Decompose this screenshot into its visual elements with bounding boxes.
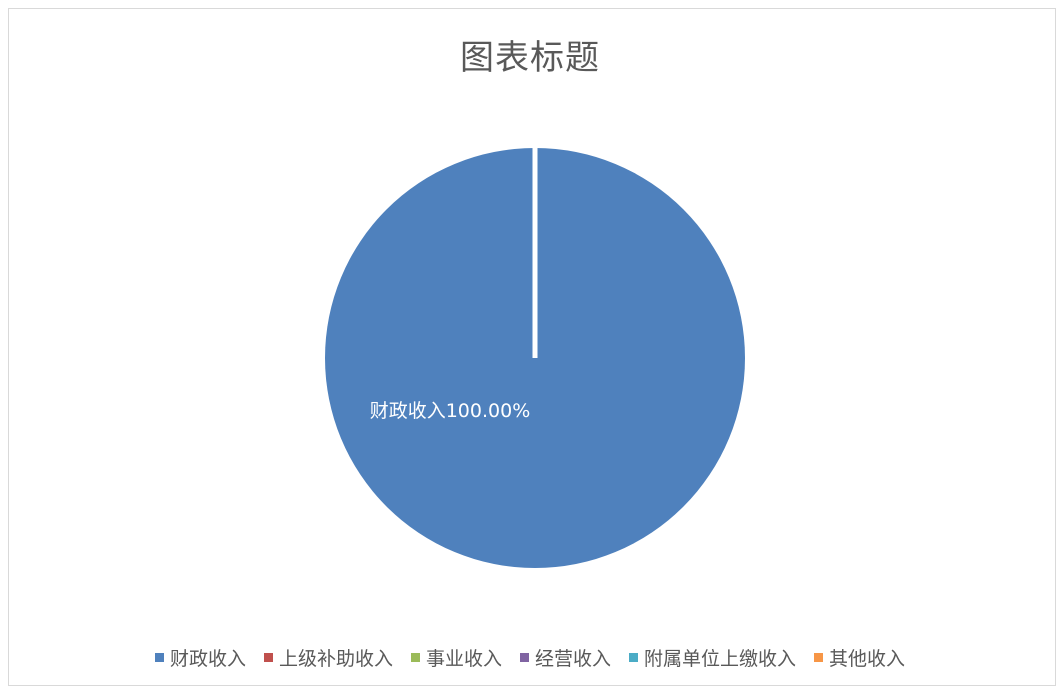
legend-item-1: 上级补助收入 bbox=[263, 644, 393, 671]
legend: 财政收入 上级补助收入 事业收入 经营收入 附属单位上缴收入 其他收入 bbox=[0, 643, 1060, 671]
chart-title: 图表标题 bbox=[460, 38, 600, 78]
legend-label: 经营收入 bbox=[535, 647, 612, 670]
legend-item-4: 附属单位上缴收入 bbox=[629, 644, 796, 671]
legend-swatch bbox=[814, 652, 824, 662]
legend-item-0: 财政收入 bbox=[154, 644, 246, 671]
legend-item-3: 经营收入 bbox=[520, 644, 611, 671]
legend-label: 上级补助收入 bbox=[278, 647, 393, 670]
legend-swatch bbox=[629, 652, 639, 662]
data-label-0: 财政收入100.00% bbox=[370, 400, 531, 422]
legend-label: 其他收入 bbox=[829, 647, 906, 670]
legend-label: 附属单位上缴收入 bbox=[644, 647, 797, 670]
legend-swatch bbox=[263, 652, 273, 662]
legend-label: 事业收入 bbox=[425, 647, 502, 670]
legend-item-5: 其他收入 bbox=[814, 644, 905, 671]
legend-item-2: 事业收入 bbox=[410, 644, 502, 671]
legend-label: 财政收入 bbox=[169, 647, 246, 670]
legend-swatch bbox=[410, 652, 420, 662]
legend-swatch bbox=[520, 652, 529, 662]
legend-swatch bbox=[154, 652, 164, 662]
